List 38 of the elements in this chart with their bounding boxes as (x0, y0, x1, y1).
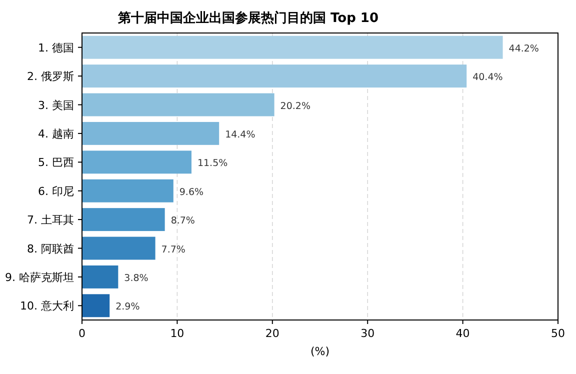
y-tick-label: 3. 美国 (38, 98, 74, 112)
data-label: 14.4% (225, 129, 256, 140)
bar (82, 179, 174, 202)
data-label: 11.5% (197, 158, 228, 170)
bar (82, 294, 110, 318)
data-label: 3.8% (124, 272, 148, 284)
chart-title: 第十届中国企业出国参展热门目的国 Top 10 (117, 10, 379, 26)
data-label: 40.4% (472, 72, 503, 84)
x-tick-label: 50 (551, 327, 565, 340)
data-label: 8.7% (170, 216, 195, 227)
y-tick-label: 4. 越南 (38, 127, 74, 140)
data-label: 2.9% (116, 302, 140, 313)
bar (82, 122, 220, 145)
y-tick-label: 2. 俄罗斯 (27, 70, 74, 84)
x-tick-label: 0 (78, 327, 86, 340)
x-axis-title: (%) (310, 345, 330, 358)
y-tick-label: 7. 土耳其 (27, 214, 74, 227)
data-label: 20.2% (280, 100, 310, 112)
y-tick-label: 6. 印尼 (38, 184, 74, 198)
y-tick-label: 9. 哈萨克斯坦 (5, 270, 74, 284)
y-tick-label: 5. 巴西 (38, 156, 74, 170)
bar (82, 265, 118, 288)
x-tick-label: 10 (170, 327, 184, 340)
data-label: 9.6% (179, 186, 204, 198)
y-tick-label: 1. 德国 (38, 41, 74, 54)
x-tick-label: 20 (265, 327, 280, 340)
bar (82, 36, 503, 59)
x-tick-label: 30 (360, 327, 375, 340)
y-tick-label: 8. 阿联酋 (27, 242, 74, 256)
bar (82, 208, 165, 232)
data-label: 7.7% (161, 244, 186, 256)
bar (82, 93, 274, 116)
bar (82, 150, 192, 174)
y-tick-label: 10. 意大利 (20, 300, 74, 313)
data-label: 44.2% (508, 43, 539, 54)
bar (82, 236, 156, 260)
bar (82, 64, 467, 88)
x-tick-label: 40 (456, 327, 470, 340)
